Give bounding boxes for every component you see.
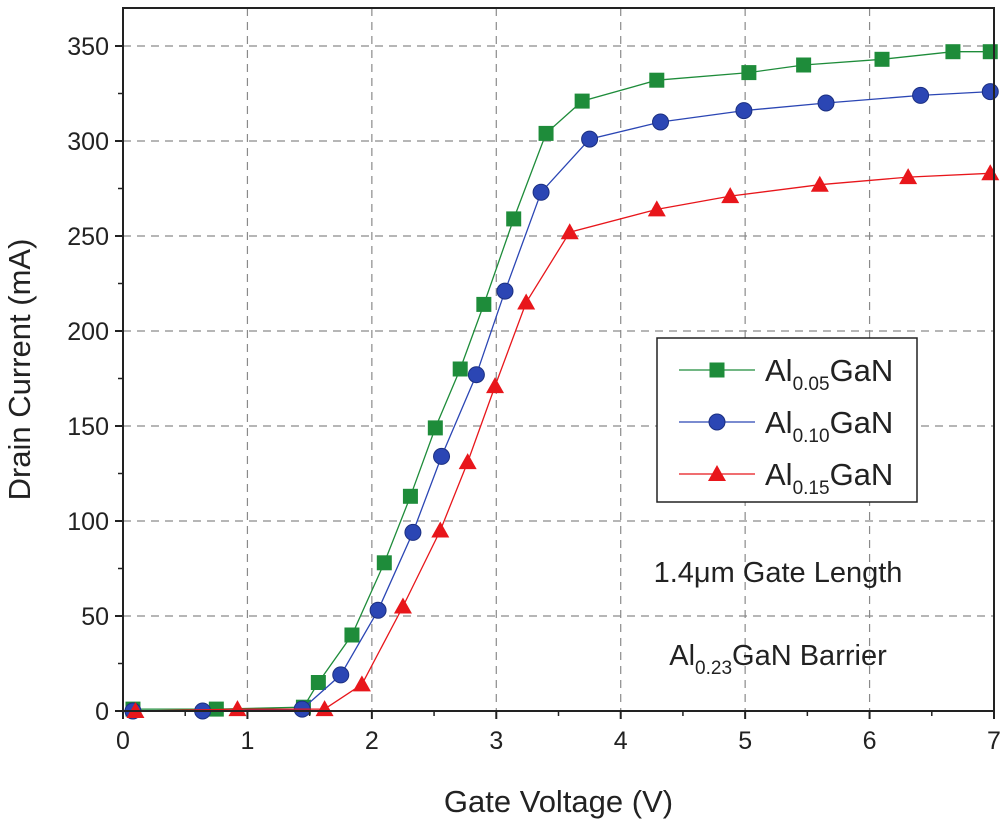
data-point (817, 94, 835, 112)
legend-label-tail: GaN (830, 353, 894, 388)
y-tick-label: 100 (67, 508, 109, 536)
data-point (310, 675, 326, 690)
data-point (649, 72, 665, 88)
data-point (506, 211, 522, 227)
legend-label-tail: GaN (830, 457, 894, 492)
y-tick-label: 250 (67, 223, 109, 251)
data-point (431, 521, 450, 538)
legend-label-sub: 0.15 (793, 478, 830, 499)
annotation-barrier: Al0.23GaN Barrier (669, 640, 887, 679)
data-point (404, 523, 422, 541)
data-point (899, 168, 918, 185)
y-tick-label: 150 (67, 413, 109, 441)
data-point (945, 44, 961, 60)
data-point (560, 223, 579, 240)
data-point (581, 130, 599, 148)
series-triangle (126, 164, 1000, 718)
data-point (981, 164, 1000, 181)
ticks: 0 1 2 3 4 5 6 7 0 50 100 150 200 250 300 350 (67, 33, 1001, 755)
data-point (721, 187, 740, 204)
data-point (344, 627, 360, 643)
data-point (538, 125, 554, 141)
data-point (376, 555, 392, 571)
legend-item: Al0.15GaN (679, 457, 893, 499)
legend-item: Al0.05GaN (679, 353, 893, 395)
y-tick-label: 0 (95, 698, 109, 726)
series-line (132, 90, 991, 712)
data-point (433, 447, 451, 465)
series-circle (124, 83, 999, 720)
x-tick-label: 6 (863, 727, 877, 755)
data-point (496, 282, 514, 300)
x-tick-label: 2 (365, 727, 379, 755)
data-point (874, 51, 890, 67)
legend-marker (708, 413, 726, 431)
series-layer (124, 44, 1000, 720)
legend-marker (708, 465, 726, 481)
data-point (517, 293, 536, 310)
data-point (912, 86, 930, 104)
data-point (393, 597, 412, 614)
x-axis-title: Gate Voltage (V) (444, 784, 673, 819)
legend-label-main: Al (765, 353, 793, 388)
y-axis-title: Drain Current (mA) (2, 239, 37, 501)
x-tick-label: 5 (738, 727, 752, 755)
data-point (574, 93, 590, 109)
data-point (402, 488, 418, 504)
legend-label-tail: GaN (830, 405, 894, 440)
data-point (228, 700, 247, 717)
x-tick-label: 3 (489, 727, 503, 755)
annotation-barrier-tail: GaN Barrier (732, 640, 887, 672)
data-point (982, 44, 998, 60)
data-point (476, 296, 492, 312)
legend-label: Al0.05GaN (765, 353, 893, 395)
x-tick-label: 0 (116, 727, 130, 755)
data-point (458, 453, 477, 470)
y-tick-label: 300 (67, 128, 109, 156)
data-point (796, 57, 812, 73)
x-tick-label: 4 (614, 727, 628, 755)
data-point (486, 377, 505, 394)
x-tick-label: 1 (240, 727, 254, 755)
data-point (647, 200, 666, 217)
x-tick-label: 7 (987, 727, 1001, 755)
data-point (652, 113, 670, 131)
legend-label: Al0.15GaN (765, 457, 893, 499)
annotation-barrier-sub: 0.23 (695, 658, 732, 679)
legend-label-main: Al (765, 457, 793, 492)
annotation-barrier-main: Al (669, 640, 695, 672)
data-point (810, 175, 829, 192)
legend-marker (709, 362, 725, 378)
data-point (735, 102, 753, 120)
legend-label-sub: 0.05 (793, 374, 830, 395)
legend-label-sub: 0.10 (793, 426, 830, 447)
data-point (352, 675, 371, 692)
legend-label: Al0.10GaN (765, 405, 893, 447)
legend-item: Al0.10GaN (679, 405, 893, 447)
legend-label-main: Al (765, 405, 793, 440)
y-tick-label: 50 (81, 603, 109, 631)
data-point (332, 666, 350, 684)
data-point (315, 700, 334, 717)
y-tick-label: 350 (67, 33, 109, 61)
data-point (427, 420, 443, 436)
data-point (532, 183, 550, 201)
data-point (981, 83, 999, 101)
data-point (452, 361, 468, 377)
annotation-gate-length: 1.4μm Gate Length (654, 557, 903, 589)
y-tick-label: 200 (67, 318, 109, 346)
data-point (741, 65, 757, 81)
data-point (369, 601, 387, 619)
legend-box (656, 337, 918, 503)
data-point (467, 366, 485, 384)
